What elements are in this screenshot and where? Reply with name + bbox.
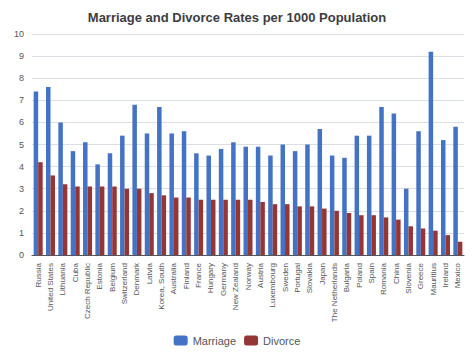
svg-text:0: 0: [19, 250, 24, 260]
svg-text:7: 7: [19, 95, 24, 105]
svg-text:Cuba: Cuba: [71, 262, 80, 282]
svg-text:Marriage: Marriage: [193, 335, 236, 347]
svg-text:3: 3: [19, 184, 24, 194]
svg-text:New Zealand: New Zealand: [231, 263, 240, 310]
svg-text:Slovakia: Slovakia: [305, 262, 314, 293]
svg-text:Sweden: Sweden: [281, 263, 290, 292]
svg-text:Ireland: Ireland: [441, 263, 450, 287]
svg-text:5: 5: [19, 140, 24, 150]
svg-text:8: 8: [19, 73, 24, 83]
svg-text:Spain: Spain: [367, 263, 376, 283]
svg-text:Denmark: Denmark: [132, 262, 141, 295]
svg-text:2: 2: [19, 206, 24, 216]
svg-text:Austria: Austria: [256, 262, 265, 287]
svg-text:Greece: Greece: [416, 262, 425, 289]
svg-text:6: 6: [19, 117, 24, 127]
svg-text:China: China: [392, 262, 401, 283]
svg-text:Estonia: Estonia: [95, 262, 104, 289]
svg-text:France: France: [194, 262, 203, 287]
svg-text:1: 1: [19, 228, 24, 238]
svg-text:Germany: Germany: [219, 263, 228, 296]
svg-text:Australia: Australia: [169, 262, 178, 294]
svg-text:United States: United States: [46, 263, 55, 311]
svg-text:Czech Republic: Czech Republic: [83, 263, 92, 319]
svg-text:Mauritius: Mauritius: [429, 263, 438, 295]
svg-text:Bulgaria: Bulgaria: [342, 262, 351, 292]
svg-text:Hungary: Hungary: [206, 263, 215, 293]
svg-text:The Netherlands: The Netherlands: [330, 263, 339, 322]
svg-text:Russia: Russia: [34, 262, 43, 287]
svg-text:9: 9: [19, 51, 24, 61]
svg-text:Slovenia: Slovenia: [404, 262, 413, 293]
svg-text:Belgium: Belgium: [108, 263, 117, 292]
svg-text:Poland: Poland: [355, 263, 364, 288]
svg-text:Norway: Norway: [244, 263, 253, 290]
svg-text:Luxembourg: Luxembourg: [268, 263, 277, 307]
svg-text:Mexico: Mexico: [453, 262, 462, 288]
svg-text:Marriage and Divorce Rates per: Marriage and Divorce Rates per 1000 Popu…: [88, 10, 386, 25]
svg-text:Romania: Romania: [379, 262, 388, 295]
svg-text:10: 10: [14, 29, 24, 39]
svg-text:Korea, South: Korea, South: [157, 263, 166, 310]
svg-text:Japan: Japan: [318, 263, 327, 285]
svg-text:Latvia: Latvia: [145, 262, 154, 284]
svg-text:Finland: Finland: [182, 263, 191, 289]
svg-text:4: 4: [19, 162, 24, 172]
svg-text:Divorce: Divorce: [263, 335, 300, 347]
svg-text:Switzerland: Switzerland: [120, 263, 129, 304]
svg-text:Lithuania: Lithuania: [58, 262, 67, 295]
svg-text:Portugal: Portugal: [293, 263, 302, 293]
